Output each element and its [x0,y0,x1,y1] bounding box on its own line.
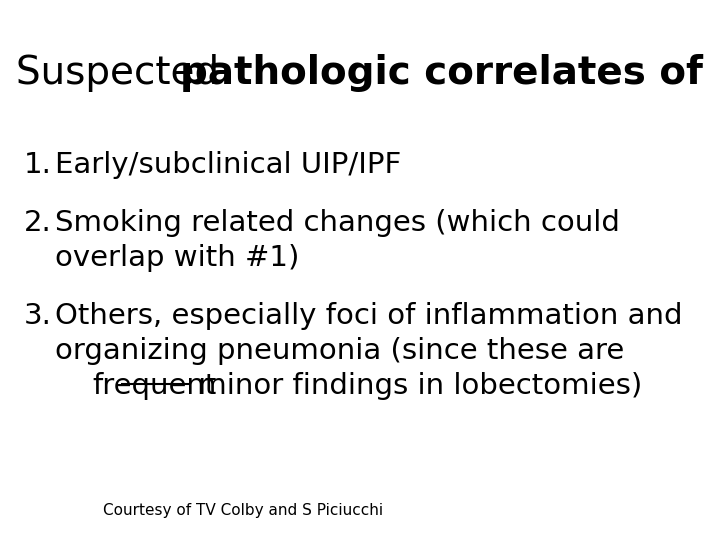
Text: overlap with #1): overlap with #1) [55,244,300,272]
Text: Early/subclinical UIP/IPF: Early/subclinical UIP/IPF [55,151,402,179]
Text: Suspected: Suspected [16,54,231,92]
Text: 1.: 1. [24,151,52,179]
Text: Others, especially foci of inflammation and: Others, especially foci of inflammation … [55,302,683,330]
Text: 2.: 2. [24,209,51,237]
Text: frequent: frequent [92,372,217,400]
Text: pathologic correlates of ILAs: pathologic correlates of ILAs [180,54,720,92]
Text: Smoking related changes (which could: Smoking related changes (which could [55,209,620,237]
Text: 3.: 3. [24,302,52,330]
Text: organizing pneumonia (since these are: organizing pneumonia (since these are [55,337,624,365]
Text: Courtesy of TV Colby and S Piciucchi: Courtesy of TV Colby and S Piciucchi [103,503,383,518]
Text: minor findings in lobectomies): minor findings in lobectomies) [189,372,642,400]
